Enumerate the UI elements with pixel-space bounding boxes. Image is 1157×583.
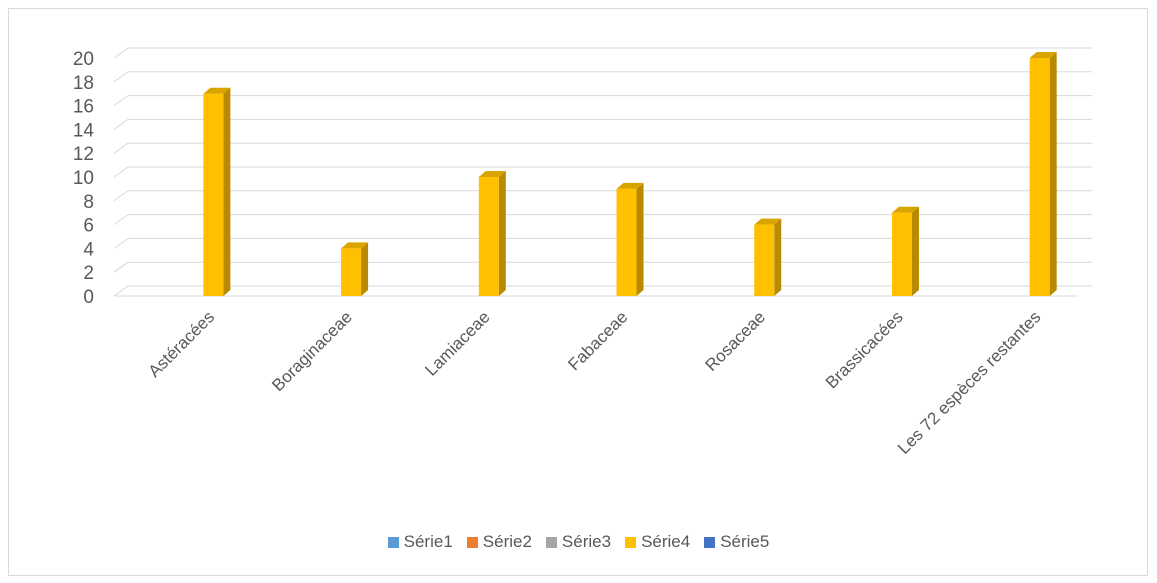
y-tick-label: 16 (73, 97, 94, 118)
x-category-label: Astéracées (145, 307, 219, 381)
gridline-side (113, 214, 129, 226)
bar-front (203, 93, 224, 296)
legend-swatch (387, 536, 399, 548)
gridline-side (113, 166, 129, 178)
chart-frame (8, 8, 1148, 576)
legend-swatch (466, 536, 478, 548)
x-axis-categories: Astéracées Boraginaceae Lamiaceae Fabaceae R… (145, 307, 1045, 457)
bar-top (1029, 52, 1057, 58)
y-tick-label: 0 (83, 287, 94, 308)
y-tick-label: 12 (73, 144, 94, 165)
gridline-side (113, 237, 129, 249)
y-tick-label: 14 (73, 120, 95, 141)
gridlines (113, 47, 1092, 297)
bar-top (616, 182, 644, 189)
y-tick-label: 2 (83, 263, 94, 284)
legend-label: Série3 (561, 532, 612, 551)
x-category-label: Fabaceae (564, 307, 631, 374)
bar (754, 218, 782, 296)
legend-label: Série4 (641, 532, 691, 551)
legend-swatch (704, 536, 716, 548)
bar-front (754, 224, 775, 296)
bar-side (1049, 52, 1057, 296)
bar (616, 182, 644, 296)
bar-side (223, 87, 231, 296)
legend-item: Série5 (704, 532, 769, 552)
bar-front (616, 188, 637, 296)
legend-label: Série1 (403, 532, 453, 551)
y-tick-label: 4 (83, 239, 94, 260)
bar-front (891, 212, 912, 296)
legend-item: Série3 (545, 532, 612, 552)
bar-top (203, 87, 231, 94)
gridline-side (113, 190, 129, 202)
legend-label: Série5 (720, 532, 770, 551)
bar (891, 206, 919, 296)
bar-top (478, 171, 506, 177)
legend-label: Série2 (482, 532, 532, 551)
bar-side (774, 218, 782, 296)
bar (1029, 52, 1057, 296)
y-tick-label: 8 (83, 192, 94, 213)
bar (478, 171, 506, 296)
bar (203, 87, 231, 296)
y-tick-label: 10 (73, 168, 94, 189)
x-category-label: Rosaceae (701, 307, 769, 375)
x-category-label: Boraginaceae (268, 307, 356, 395)
legend-swatch (625, 536, 637, 548)
bar-front (341, 248, 362, 296)
y-tick-label: 6 (83, 216, 94, 237)
bar-top (341, 242, 369, 249)
x-category-label: Lamiaceae (421, 307, 493, 379)
gridline-side (113, 261, 129, 273)
bar-side (498, 171, 506, 296)
x-category-label: Brassicacées (822, 307, 907, 392)
bar-front (1029, 58, 1050, 296)
bar-top (891, 206, 919, 213)
bar-front (478, 177, 499, 296)
gridline-side (113, 142, 129, 154)
gridline-side (113, 71, 129, 83)
legend-swatch (545, 536, 557, 548)
bar-side (911, 206, 919, 296)
bar-top (754, 218, 782, 225)
chart-legend: Série1 Série2 Série3 Série4 Série5 (0, 532, 1157, 552)
bars (203, 52, 1057, 296)
gridline-side (113, 285, 129, 297)
legend-item: Série2 (466, 532, 532, 552)
x-category-label: Les 72 espèces restantes (894, 307, 1044, 457)
y-tick-label: 18 (73, 73, 94, 94)
bar (341, 242, 369, 296)
gridline-side (113, 118, 129, 130)
bar-side (361, 242, 369, 296)
legend-item: Série1 (387, 532, 453, 552)
gridline-side (113, 47, 129, 59)
legend-item: Série4 (625, 532, 690, 552)
bar-side (636, 182, 644, 296)
y-tick-label: 20 (73, 49, 94, 70)
gridline-side (113, 95, 129, 107)
